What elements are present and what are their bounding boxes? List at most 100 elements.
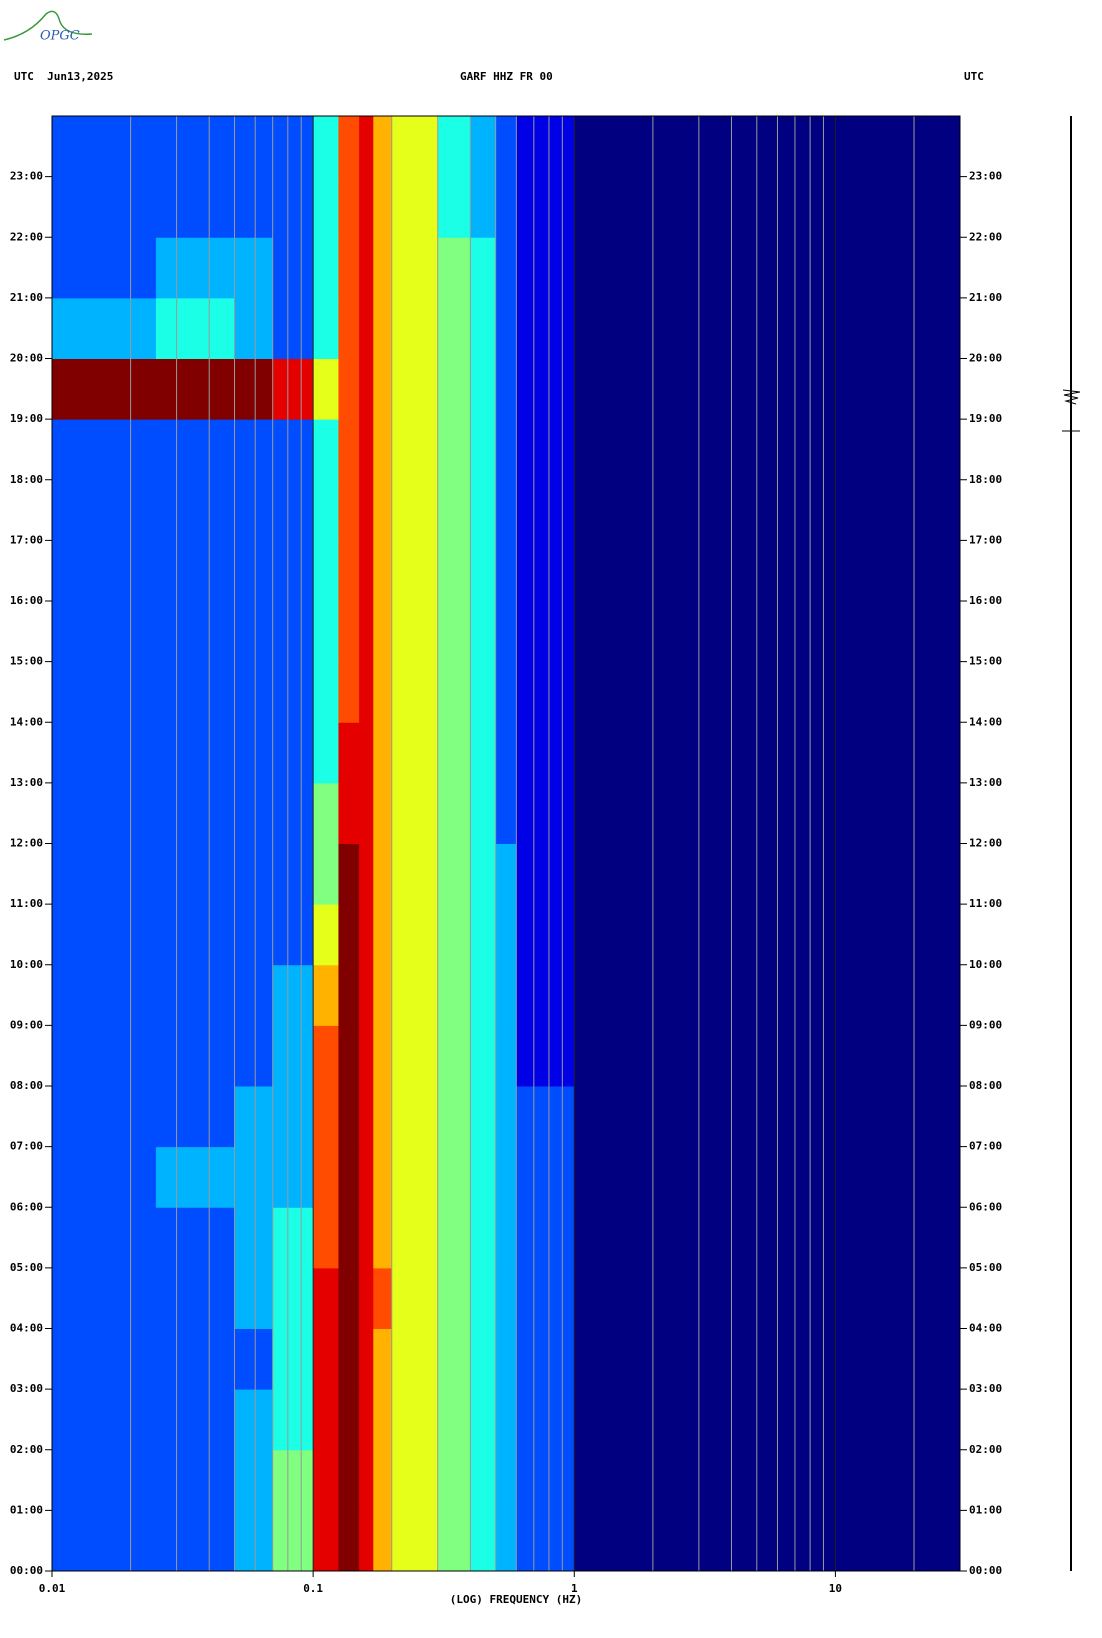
heatmap-cell — [495, 1086, 517, 1148]
heatmap-cell — [470, 297, 497, 359]
heatmap-cell — [516, 1146, 575, 1208]
heatmap-cell — [516, 661, 575, 723]
heatmap-cell — [359, 237, 374, 299]
heatmap-cell — [574, 419, 961, 481]
heatmap-cell — [272, 116, 314, 178]
heatmap-cell — [516, 1328, 575, 1390]
heatmap-cell — [495, 843, 517, 905]
heatmap-cell — [437, 722, 471, 784]
heatmap-cell — [155, 904, 236, 966]
heatmap-cell — [155, 176, 236, 238]
heatmap-cell — [338, 1146, 360, 1208]
heatmap-cell — [495, 1510, 517, 1572]
heatmap-cell — [52, 358, 157, 420]
heatmap-cell — [272, 601, 314, 663]
heatmap-cell — [272, 843, 314, 905]
heatmap-cell — [470, 1025, 497, 1087]
heatmap-cell — [338, 116, 360, 178]
heatmap-cell — [391, 843, 439, 905]
heatmap-cell — [155, 237, 236, 299]
heatmap-cell — [234, 176, 274, 238]
heatmap-cell — [373, 358, 393, 420]
y-tick-label-right: 09:00 — [969, 1018, 1002, 1031]
y-tick-label-right: 23:00 — [969, 170, 1002, 183]
heatmap-cell — [391, 1328, 439, 1390]
y-tick-label-right: 18:00 — [969, 473, 1002, 486]
y-tick-label-left: 12:00 — [10, 837, 43, 850]
heatmap-cell — [234, 358, 274, 420]
heatmap-cell — [155, 782, 236, 844]
heatmap-cell — [338, 1025, 360, 1087]
heatmap-cell — [574, 1025, 961, 1087]
heatmap-cell — [234, 1025, 274, 1087]
heatmap-cell — [574, 1086, 961, 1148]
heatmap-cell — [574, 601, 961, 663]
heatmap-cell — [272, 237, 314, 299]
heatmap-cell — [516, 297, 575, 359]
heatmap-cell — [234, 1207, 274, 1269]
heatmap-cell — [470, 237, 497, 299]
heatmap-cell — [495, 358, 517, 420]
x-tick-label: 0.1 — [303, 1582, 323, 1595]
heatmap-cell — [313, 782, 339, 844]
heatmap-cell — [338, 782, 360, 844]
y-tick-label-right: 03:00 — [969, 1382, 1002, 1395]
heatmap-cell — [391, 237, 439, 299]
heatmap-cell — [516, 540, 575, 602]
heatmap — [52, 116, 961, 1572]
y-tick-label-left: 04:00 — [10, 1322, 43, 1335]
y-tick-label-right: 16:00 — [969, 594, 1002, 607]
y-tick-label-right: 11:00 — [969, 897, 1002, 910]
heatmap-cell — [391, 1449, 439, 1511]
heatmap-cell — [516, 782, 575, 844]
heatmap-cell — [359, 1086, 374, 1148]
heatmap-cell — [495, 176, 517, 238]
heatmap-cell — [470, 1207, 497, 1269]
heatmap-cell — [470, 964, 497, 1026]
heatmap-cell — [373, 237, 393, 299]
heatmap-cell — [155, 1328, 236, 1390]
heatmap-cell — [234, 782, 274, 844]
logo-text: OPGC — [40, 29, 80, 44]
heatmap-cell — [437, 1449, 471, 1511]
heatmap-cell — [272, 1389, 314, 1451]
y-tick-label-left: 03:00 — [10, 1382, 43, 1395]
heatmap-cell — [470, 1086, 497, 1148]
heatmap-cell — [574, 1267, 961, 1329]
heatmap-cell — [574, 479, 961, 541]
heatmap-cell — [338, 1267, 360, 1329]
heatmap-cell — [391, 297, 439, 359]
heatmap-cell — [313, 1449, 339, 1511]
heatmap-cell — [470, 722, 497, 784]
heatmap-cell — [359, 1146, 374, 1208]
heatmap-cell — [272, 297, 314, 359]
y-tick-label-left: 08:00 — [10, 1079, 43, 1092]
heatmap-cell — [470, 843, 497, 905]
y-tick-label-left: 11:00 — [10, 897, 43, 910]
heatmap-cell — [155, 1449, 236, 1511]
y-tick-label-left: 02:00 — [10, 1443, 43, 1456]
heatmap-cell — [234, 601, 274, 663]
heatmap-cell — [373, 1389, 393, 1451]
heatmap-cell — [516, 1510, 575, 1572]
heatmap-cell — [373, 1510, 393, 1572]
heatmap-cell — [234, 479, 274, 541]
y-tick-label-left: 21:00 — [10, 291, 43, 304]
heatmap-cell — [313, 479, 339, 541]
y-tick-label-left: 14:00 — [10, 715, 43, 728]
y-tick-label-right: 21:00 — [969, 291, 1002, 304]
heatmap-cell — [516, 722, 575, 784]
heatmap-cell — [313, 661, 339, 723]
heatmap-cell — [373, 601, 393, 663]
heatmap-cell — [52, 1207, 157, 1269]
heatmap-cell — [338, 843, 360, 905]
heatmap-cell — [470, 1449, 497, 1511]
heatmap-cell — [313, 1146, 339, 1208]
heatmap-cell — [574, 904, 961, 966]
heatmap-cell — [338, 1449, 360, 1511]
heatmap-cell — [338, 176, 360, 238]
heatmap-cell — [470, 116, 497, 178]
heatmap-cell — [437, 661, 471, 723]
heatmap-cell — [52, 904, 157, 966]
heatmap-cell — [516, 904, 575, 966]
